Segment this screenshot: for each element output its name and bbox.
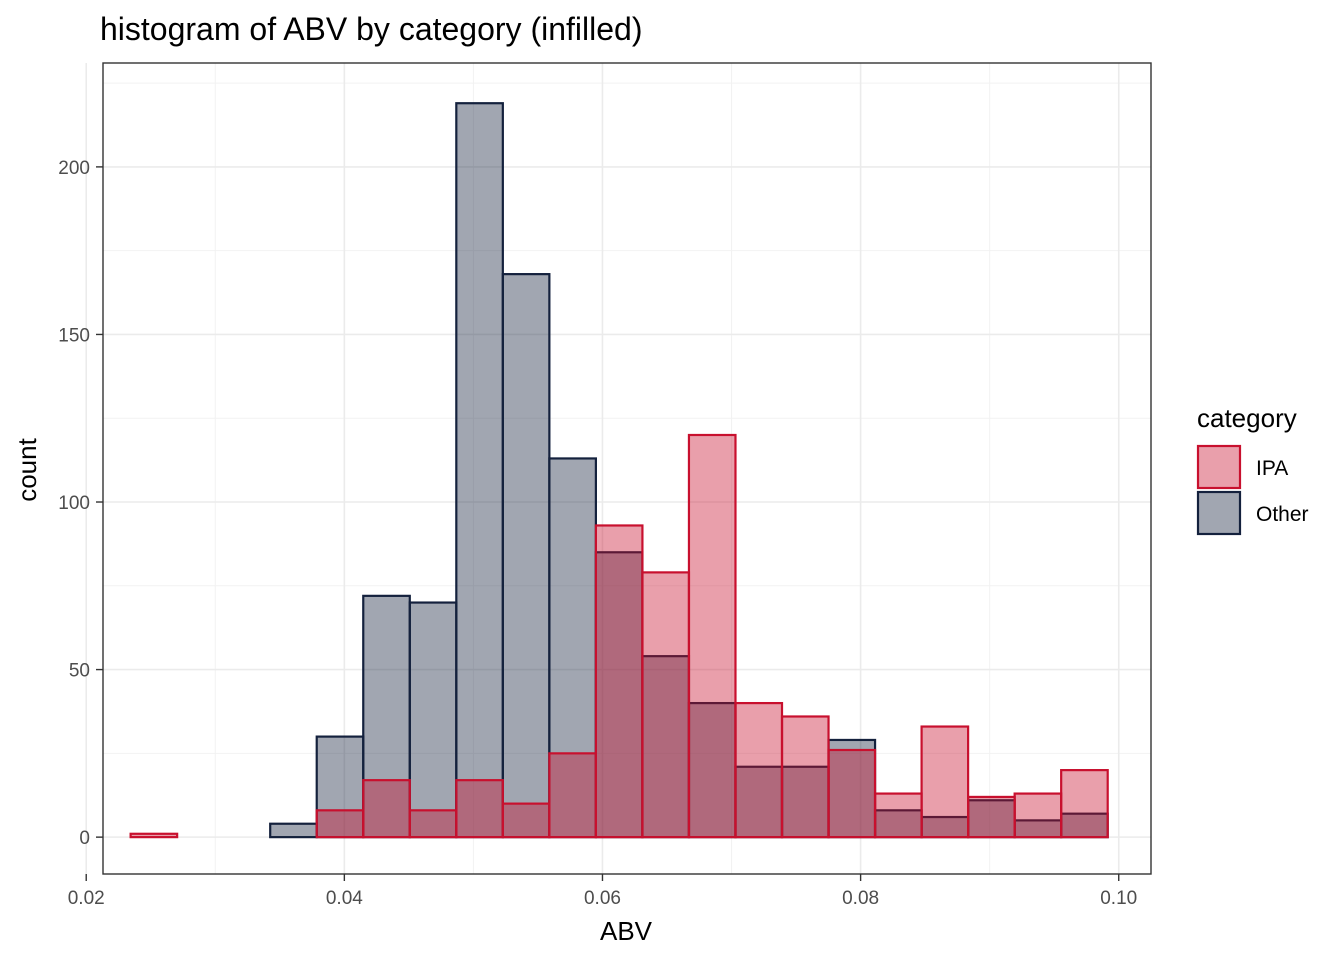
series-ipa (129, 433, 1109, 839)
bar-other (501, 273, 551, 839)
bar-ipa (967, 795, 1016, 839)
bar-ipa (687, 433, 737, 839)
bars (129, 102, 1109, 839)
legend-label-other: Other (1256, 503, 1309, 526)
bar-other (641, 655, 691, 839)
legend: category IPA Other (1196, 403, 1309, 536)
x-tick-label: 0.10 (1100, 888, 1137, 909)
bar-ipa (780, 715, 830, 839)
bar-other (455, 102, 504, 839)
bar-ipa (734, 701, 784, 839)
legend-label-ipa: IPA (1256, 457, 1288, 480)
legend-key-other (1196, 490, 1242, 536)
bar-ipa (548, 752, 597, 839)
legend-key-bg (1198, 492, 1240, 534)
y-axis: 0 50 100 150 200 (58, 158, 103, 849)
chart-title: histogram of ABV by category (infilled) (100, 11, 642, 47)
bar-other (269, 822, 318, 839)
bar-ipa (873, 792, 923, 839)
bar-ipa (362, 779, 411, 839)
series-other (269, 102, 1109, 839)
grid (85, 63, 1151, 874)
bar-ipa (594, 524, 644, 839)
bar-ipa (1013, 792, 1063, 839)
legend-key-ipa (1196, 444, 1242, 490)
bar-ipa (455, 779, 504, 839)
x-tick-label: 0.02 (68, 888, 105, 909)
bar-other (548, 457, 597, 839)
bar-ipa (641, 571, 691, 839)
bar-ipa (827, 748, 877, 839)
bar-ipa (1060, 769, 1109, 839)
y-axis-title: count (12, 437, 42, 501)
x-axis: 0.02 0.04 0.06 0.08 0.10 (68, 874, 1137, 909)
bar-ipa (129, 832, 179, 839)
x-tick-label: 0.04 (326, 888, 363, 909)
legend-key-bg (1198, 446, 1240, 488)
x-tick-label: 0.06 (584, 888, 621, 909)
bar-ipa (315, 809, 365, 839)
bar-ipa (408, 809, 458, 839)
x-axis-title: ABV (600, 916, 653, 946)
panel-border (102, 62, 1152, 875)
x-tick-label: 0.08 (842, 888, 879, 909)
bar-ipa (501, 802, 551, 839)
bar-other (967, 799, 1016, 839)
bar-ipa (920, 725, 970, 839)
bar-other (408, 601, 458, 839)
y-tick-label: 50 (69, 661, 90, 682)
y-tick-label: 0 (79, 828, 90, 849)
legend-title: category (1197, 403, 1297, 433)
y-tick-label: 200 (58, 158, 90, 179)
y-tick-label: 150 (58, 325, 90, 346)
y-tick-label: 100 (58, 493, 90, 514)
bar-other (827, 738, 877, 839)
